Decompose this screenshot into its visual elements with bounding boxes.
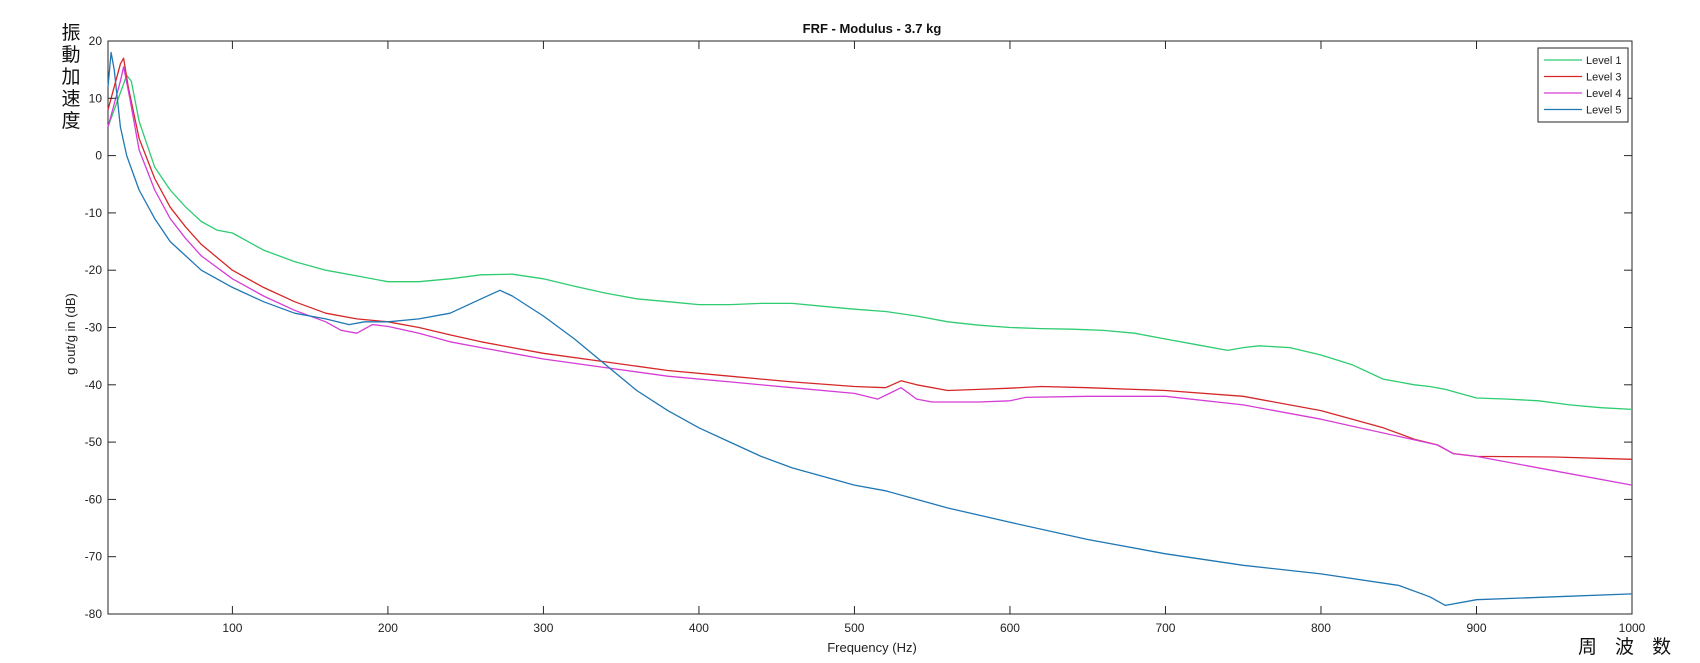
x-axis-label: Frequency (Hz) (827, 640, 917, 655)
chart-title: FRF - Modulus - 3.7 kg (803, 21, 942, 36)
x-tick-label: 300 (533, 621, 553, 635)
plot-area (107, 40, 1633, 615)
series-line-level-4 (107, 66, 1633, 486)
y-tick-label: 10 (89, 91, 103, 105)
legend-label: Level 1 (1586, 55, 1621, 67)
y-tick-label: -80 (85, 607, 103, 621)
y-tick-label: -10 (85, 206, 103, 220)
x-tick-label: 600 (1000, 621, 1020, 635)
x-tick-label: 700 (1155, 621, 1175, 635)
y-tick-label: -70 (85, 550, 103, 564)
y-tick-label: 20 (89, 34, 103, 48)
series-line-level-5 (107, 51, 1633, 607)
x-tick-label: 100 (222, 621, 242, 635)
series-line-level-1 (107, 74, 1633, 411)
legend-label: Level 3 (1586, 72, 1621, 84)
y-tick-label: -50 (85, 435, 103, 449)
vertical-japanese-annotation: 振 動 加 速 度 (61, 22, 81, 132)
legend-label: Level 5 (1586, 105, 1621, 117)
y-tick-label: -20 (85, 263, 103, 277)
x-tick-label: 900 (1466, 621, 1486, 635)
x-tick-label: 500 (844, 621, 864, 635)
legend: Level 1 Level 3 Level 4 Level 5 (1537, 47, 1629, 123)
x-tick-label: 800 (1311, 621, 1331, 635)
y-axis: -80 -70 -60 -50 -40 -30 -20 -10 0 10 20 (85, 34, 1632, 621)
y-tick-label: -30 (85, 321, 103, 335)
x-axis: 100 200 300 400 500 600 700 800 900 1000 (222, 41, 1646, 635)
y-axis-label: g out/g in (dB) (63, 293, 78, 375)
y-tick-label: -60 (85, 492, 103, 506)
x-tick-label: 200 (378, 621, 398, 635)
y-tick-label: 0 (95, 149, 102, 163)
y-tick-label: -40 (85, 378, 103, 392)
frequency-japanese-annotation: 周 波 数 (1578, 636, 1678, 658)
series-line-level-3 (107, 57, 1633, 460)
legend-label: Level 4 (1586, 88, 1621, 100)
x-tick-label: 400 (689, 621, 709, 635)
x-tick-label: 1000 (1619, 621, 1646, 635)
